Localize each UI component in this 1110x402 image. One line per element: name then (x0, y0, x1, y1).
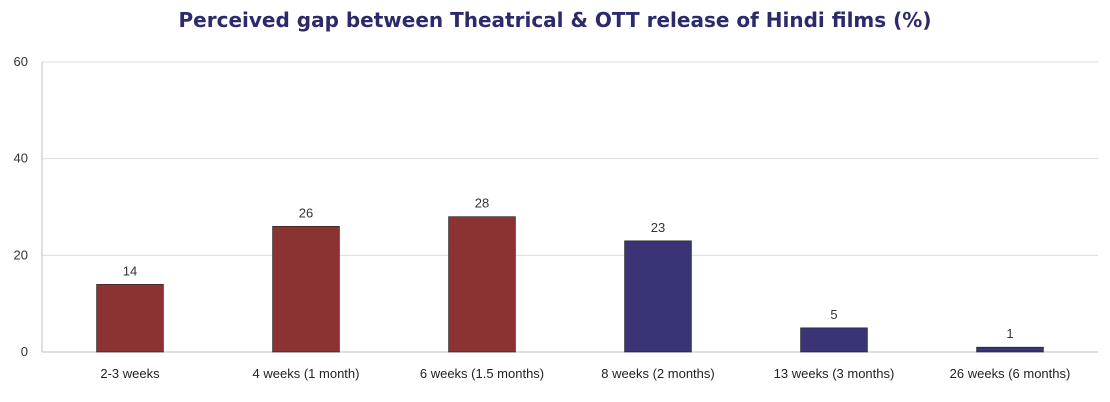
bar (96, 284, 164, 353)
x-tick-label: 6 weeks (1.5 months) (420, 366, 544, 381)
chart-title: Perceived gap between Theatrical & OTT r… (178, 8, 932, 32)
y-tick-label: 40 (14, 151, 28, 166)
bar (624, 240, 692, 353)
bar (800, 327, 868, 353)
x-tick-label: 2-3 weeks (100, 366, 160, 381)
y-tick-label: 60 (14, 54, 28, 69)
x-tick-label: 4 weeks (1 month) (253, 366, 360, 381)
data-label: 23 (651, 220, 665, 235)
data-label: 14 (123, 263, 137, 278)
bar (448, 216, 516, 353)
data-label: 28 (475, 196, 489, 211)
y-tick-label: 0 (21, 344, 28, 359)
data-label: 1 (1006, 326, 1013, 341)
bar (272, 226, 340, 353)
x-tick-label: 26 weeks (6 months) (950, 366, 1071, 381)
x-tick-label: 13 weeks (3 months) (774, 366, 895, 381)
y-tick-label: 20 (14, 247, 28, 262)
bar (976, 346, 1044, 353)
data-label: 26 (299, 205, 313, 220)
data-label: 5 (830, 307, 837, 322)
x-tick-label: 8 weeks (2 months) (601, 366, 714, 381)
